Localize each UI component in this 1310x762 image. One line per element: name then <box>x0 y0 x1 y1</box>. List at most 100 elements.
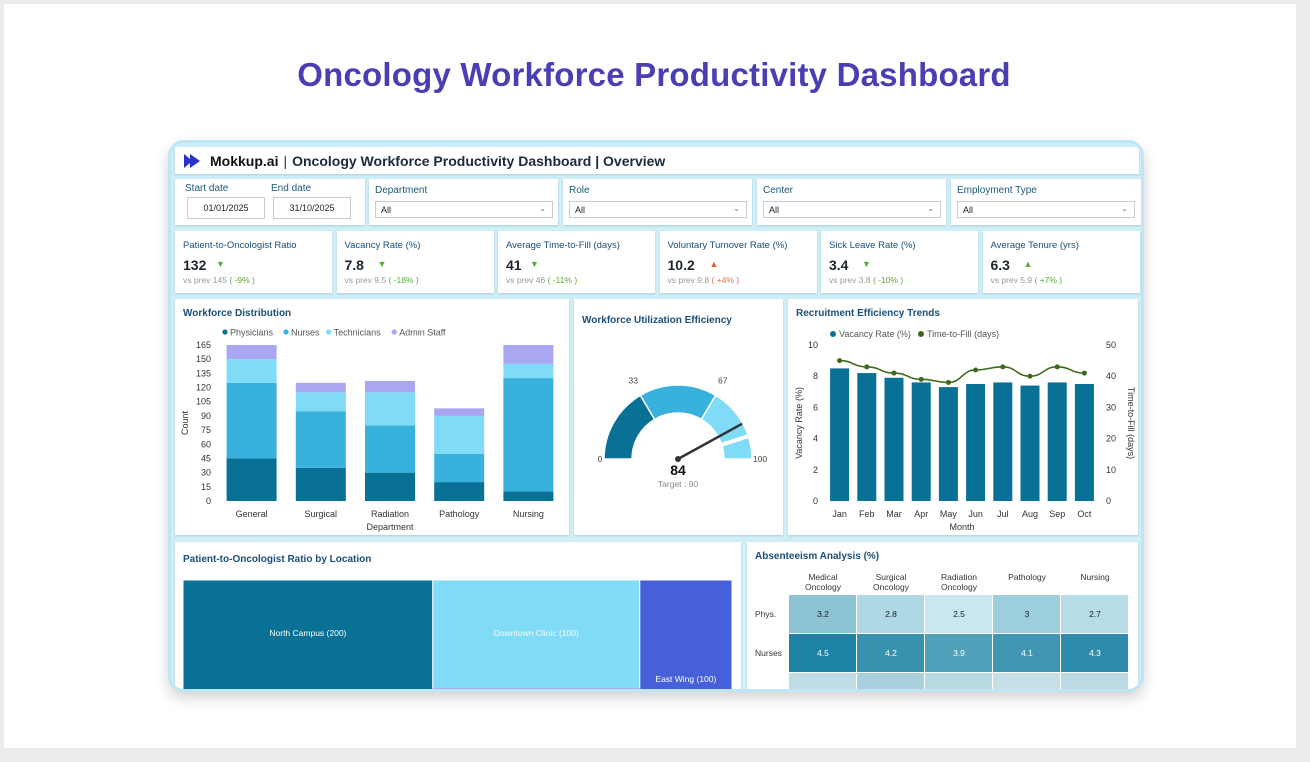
y-tick-label: 135 <box>196 368 211 378</box>
employment-select[interactable]: All ⌄ <box>957 201 1135 218</box>
brand-name: Mokkup.ai <box>210 152 279 169</box>
kpi-previous: vs prev 3.8 ( -10% ) <box>829 275 903 285</box>
trend-down-icon: ▼ <box>377 259 387 269</box>
bar-segment <box>295 467 346 501</box>
page-title: Oncology Workforce Productivity Dashboar… <box>297 56 1011 93</box>
bar-segment <box>295 392 346 412</box>
absenteeism-card: Absenteeism Analysis (%) Medical Oncology… <box>747 542 1138 689</box>
role-select[interactable]: All ⌄ <box>569 201 747 218</box>
treemap-label: East Wing (100) <box>655 674 716 684</box>
legend-label: Nurses <box>291 328 320 338</box>
kpi-card: Sick Leave Rate (%) 3.4 ▼ vs prev 3.8 ( -10… <box>821 231 978 293</box>
kpi-value: 3.4 <box>829 257 849 273</box>
dashboard-header: Mokkup.ai | Oncology Workforce Productiv… <box>175 147 1139 174</box>
heatmap-cell <box>993 634 1060 672</box>
kpi-title: Average Time-to-Fill (days) <box>506 240 620 251</box>
kpi-previous: vs prev 5.9 ( +7% ) <box>991 275 1063 285</box>
y-tick-label: 2 <box>813 465 818 475</box>
heatmap-column-label: Oncology <box>805 582 842 592</box>
time-to-fill-point <box>1054 364 1060 370</box>
dashboard-frame: Mokkup.ai | Oncology Workforce Productiv… <box>168 140 1144 692</box>
employment-filter-card: Employment Type All ⌄ <box>951 179 1141 225</box>
x-axis-title: Month <box>949 522 974 532</box>
trend-up-icon: ▲ <box>709 259 719 269</box>
time-to-fill-point <box>1027 373 1033 379</box>
kpi-prev-value: vs prev 46 <box>506 275 548 285</box>
x-tick-label: Radiation <box>371 509 409 519</box>
vacancy-bar <box>1074 384 1094 501</box>
bar-segment <box>226 458 277 501</box>
legend-dot <box>222 329 228 335</box>
kpi-card: Average Tenure (yrs) 6.3 ▲ vs prev 5.9 ( +7… <box>982 231 1140 293</box>
time-to-fill-point <box>918 376 924 382</box>
x-tick-label: General <box>236 509 268 519</box>
heatmap-cell <box>1061 634 1128 672</box>
department-select[interactable]: All ⌄ <box>375 201 553 218</box>
center-label: Center <box>763 185 794 196</box>
y-tick-label: 0 <box>206 496 211 506</box>
employment-select-value: All <box>963 204 974 215</box>
treemap-tile <box>182 579 434 689</box>
legend-dot <box>326 329 332 335</box>
kpi-previous: vs prev 145 ( -9% ) <box>183 275 255 285</box>
kpi-prev-value: vs prev 145 <box>183 275 230 285</box>
y2-tick-label: 50 <box>1106 340 1116 350</box>
center-select[interactable]: All ⌄ <box>763 201 941 218</box>
trend-down-icon: ▼ <box>862 259 871 269</box>
heatmap-cell-value: 4.1 <box>1021 648 1033 658</box>
y2-axis-title: Time-to-Fill (days) <box>1126 387 1136 459</box>
trend-down-icon: ▼ <box>530 259 539 269</box>
treemap-label: Downtown Clinic (100) <box>494 628 579 638</box>
y-tick-label: 150 <box>196 354 211 364</box>
y-tick-label: 0 <box>813 496 818 506</box>
mokkup-logo-icon <box>183 153 201 169</box>
chevron-down-icon: ⌄ <box>733 204 740 213</box>
heatmap-cell <box>925 634 992 672</box>
treemap-label: North Campus (200) <box>269 628 346 638</box>
kpi-previous: vs prev 46 ( -11% ) <box>506 275 577 285</box>
bar-segment <box>503 378 554 492</box>
x-tick-label: Jan <box>832 509 847 519</box>
recruitment-chart: Vacancy Rate (%) Time-to-Fill (days) 0 2 4 6 8… <box>794 329 1136 532</box>
y-tick-label: 165 <box>196 340 211 350</box>
kpi-change: ( +7% ) <box>1034 275 1063 285</box>
utilization-title: Workforce Utilization Efficiency <box>582 315 732 326</box>
x-tick-label: Apr <box>914 509 928 519</box>
kpi-value: 132 <box>183 257 207 273</box>
start-date-input[interactable]: 01/01/2025 <box>187 197 265 219</box>
department-label: Department <box>375 185 428 196</box>
kpi-card: Average Time-to-Fill (days) 41 ▼ vs prev 46… <box>498 231 655 293</box>
heatmap-cell-value: 3 <box>1025 609 1030 619</box>
employment-label: Employment Type <box>957 185 1037 196</box>
x-tick-label: Feb <box>859 509 875 519</box>
heatmap-column-label: Pathology <box>1008 572 1047 582</box>
y-tick-label: 105 <box>196 397 211 407</box>
y-tick-label: 15 <box>201 482 211 492</box>
y2-tick-label: 30 <box>1106 402 1116 412</box>
absenteeism-heatmap: MedicalOncologySurgicalOncologyRadiation… <box>755 572 1128 689</box>
bar-segment <box>295 382 346 393</box>
legend-label: Technicians <box>334 328 382 338</box>
kpi-title: Sick Leave Rate (%) <box>829 240 916 251</box>
gauge-band <box>700 394 753 460</box>
gauge-hub <box>675 456 681 462</box>
legend-label: Time-to-Fill (days) <box>927 329 999 339</box>
bar-segment <box>295 411 346 468</box>
gauge-scale-label: 33 <box>628 375 638 385</box>
x-tick-label: Jul <box>997 509 1009 519</box>
y-tick-label: 6 <box>813 402 818 412</box>
kpi-prev-value: vs prev 5.9 <box>990 275 1035 285</box>
treemap-tile-partial <box>432 688 640 689</box>
heatmap-cell <box>789 595 856 633</box>
y2-tick-label: 10 <box>1106 465 1116 475</box>
legend-label: Vacancy Rate (%) <box>839 329 911 339</box>
heatmap-cell <box>993 595 1060 633</box>
heatmap-cell-partial <box>789 673 856 689</box>
heatmap-row-label: Phys. <box>755 609 776 619</box>
workforce-distribution-title: Workforce Distribution <box>183 308 292 319</box>
end-date-input[interactable]: 31/10/2025 <box>273 197 351 219</box>
legend-label: Physicians <box>230 328 274 338</box>
time-to-fill-point <box>864 364 870 370</box>
gauge-target-label: Target : 90 <box>658 479 698 489</box>
vacancy-bar <box>1047 382 1067 501</box>
